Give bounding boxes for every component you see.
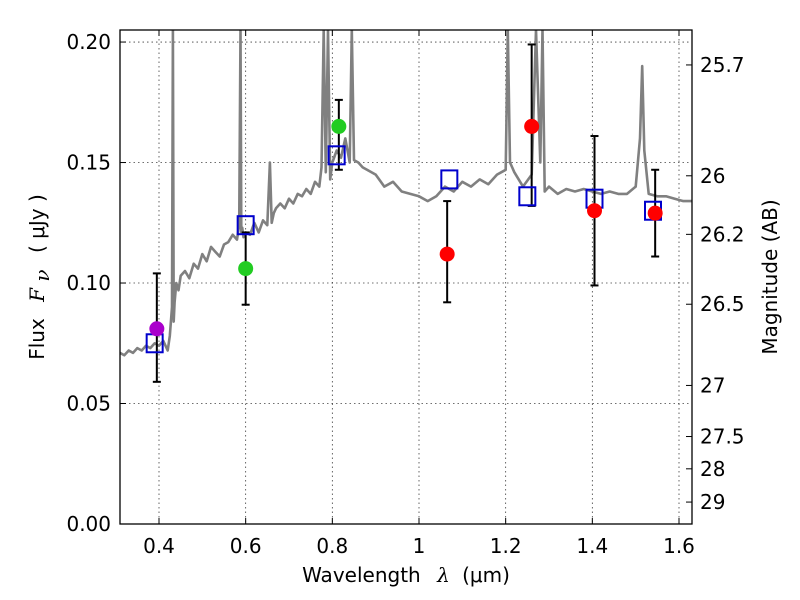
observed-flux-point — [524, 118, 540, 134]
y2-axis-title: Magnitude (AB) — [758, 199, 782, 354]
y2-tick-label: 26.5 — [700, 292, 745, 316]
plot-frame — [119, 29, 693, 525]
model-flux-square — [440, 169, 459, 190]
tick-layer: 0.4 0.6 0.8 1 1.2 1.4 1.6 0.00 0.05 0.10 0.15 0.20 2… — [66, 30, 745, 558]
model-sed-layer — [120, 30, 692, 357]
x-tick-label: 1 — [413, 534, 426, 558]
y-axis-label: Flux — [25, 318, 49, 360]
model-flux-square — [518, 186, 537, 207]
x-axis-label: Wavelength — [302, 563, 421, 587]
observed-flux-point — [587, 203, 602, 219]
observed-flux-point — [149, 321, 165, 337]
x-tick-label: 1.2 — [490, 534, 522, 558]
y2-tick-label: 27.5 — [700, 425, 745, 449]
y-tick-label: 0.00 — [66, 512, 111, 536]
x-tick-label: 0.4 — [143, 534, 175, 558]
y2-tick-label: 25.7 — [700, 53, 745, 77]
y2-tick-label: 29 — [700, 490, 725, 514]
model-flux-square — [327, 145, 346, 166]
x-axis-title: Wavelength λ (μm) — [302, 563, 510, 587]
x-tick-label: 1.6 — [663, 534, 695, 558]
y2-tick-label: 26 — [700, 164, 725, 188]
x-tick-label: 1.4 — [576, 534, 608, 558]
observed-flux-point — [238, 261, 254, 277]
observed-flux-point — [331, 118, 347, 134]
y-axis-subscript: ν — [30, 269, 54, 281]
x-axis-symbol: λ — [436, 563, 450, 587]
x-tick-label: 0.6 — [230, 534, 262, 558]
y2-tick-label: 27 — [700, 373, 725, 397]
x-axis-unit: (μm) — [462, 563, 510, 587]
y-tick-label: 0.10 — [66, 271, 111, 295]
y2-tick-label: 26.2 — [700, 222, 745, 246]
x-tick-label: 0.8 — [316, 534, 348, 558]
y-tick-label: 0.15 — [66, 151, 111, 175]
y-axis-unit: ( μJy ) — [25, 194, 49, 253]
y-tick-label: 0.05 — [66, 392, 111, 416]
marker-layer — [145, 43, 663, 383]
y-axis-symbol: F — [25, 287, 49, 303]
y2-axis-label: Magnitude (AB) — [758, 199, 782, 354]
y2-tick-label: 28 — [700, 457, 725, 481]
model-sed-curve — [120, 30, 692, 357]
grid-lines — [120, 30, 692, 525]
y-tick-label: 0.20 — [66, 30, 111, 54]
y-axis-title: Flux F ν ( μJy ) — [25, 194, 54, 360]
model-flux-square — [236, 215, 255, 236]
observed-flux-point — [647, 205, 663, 221]
observed-flux-point — [439, 246, 455, 262]
